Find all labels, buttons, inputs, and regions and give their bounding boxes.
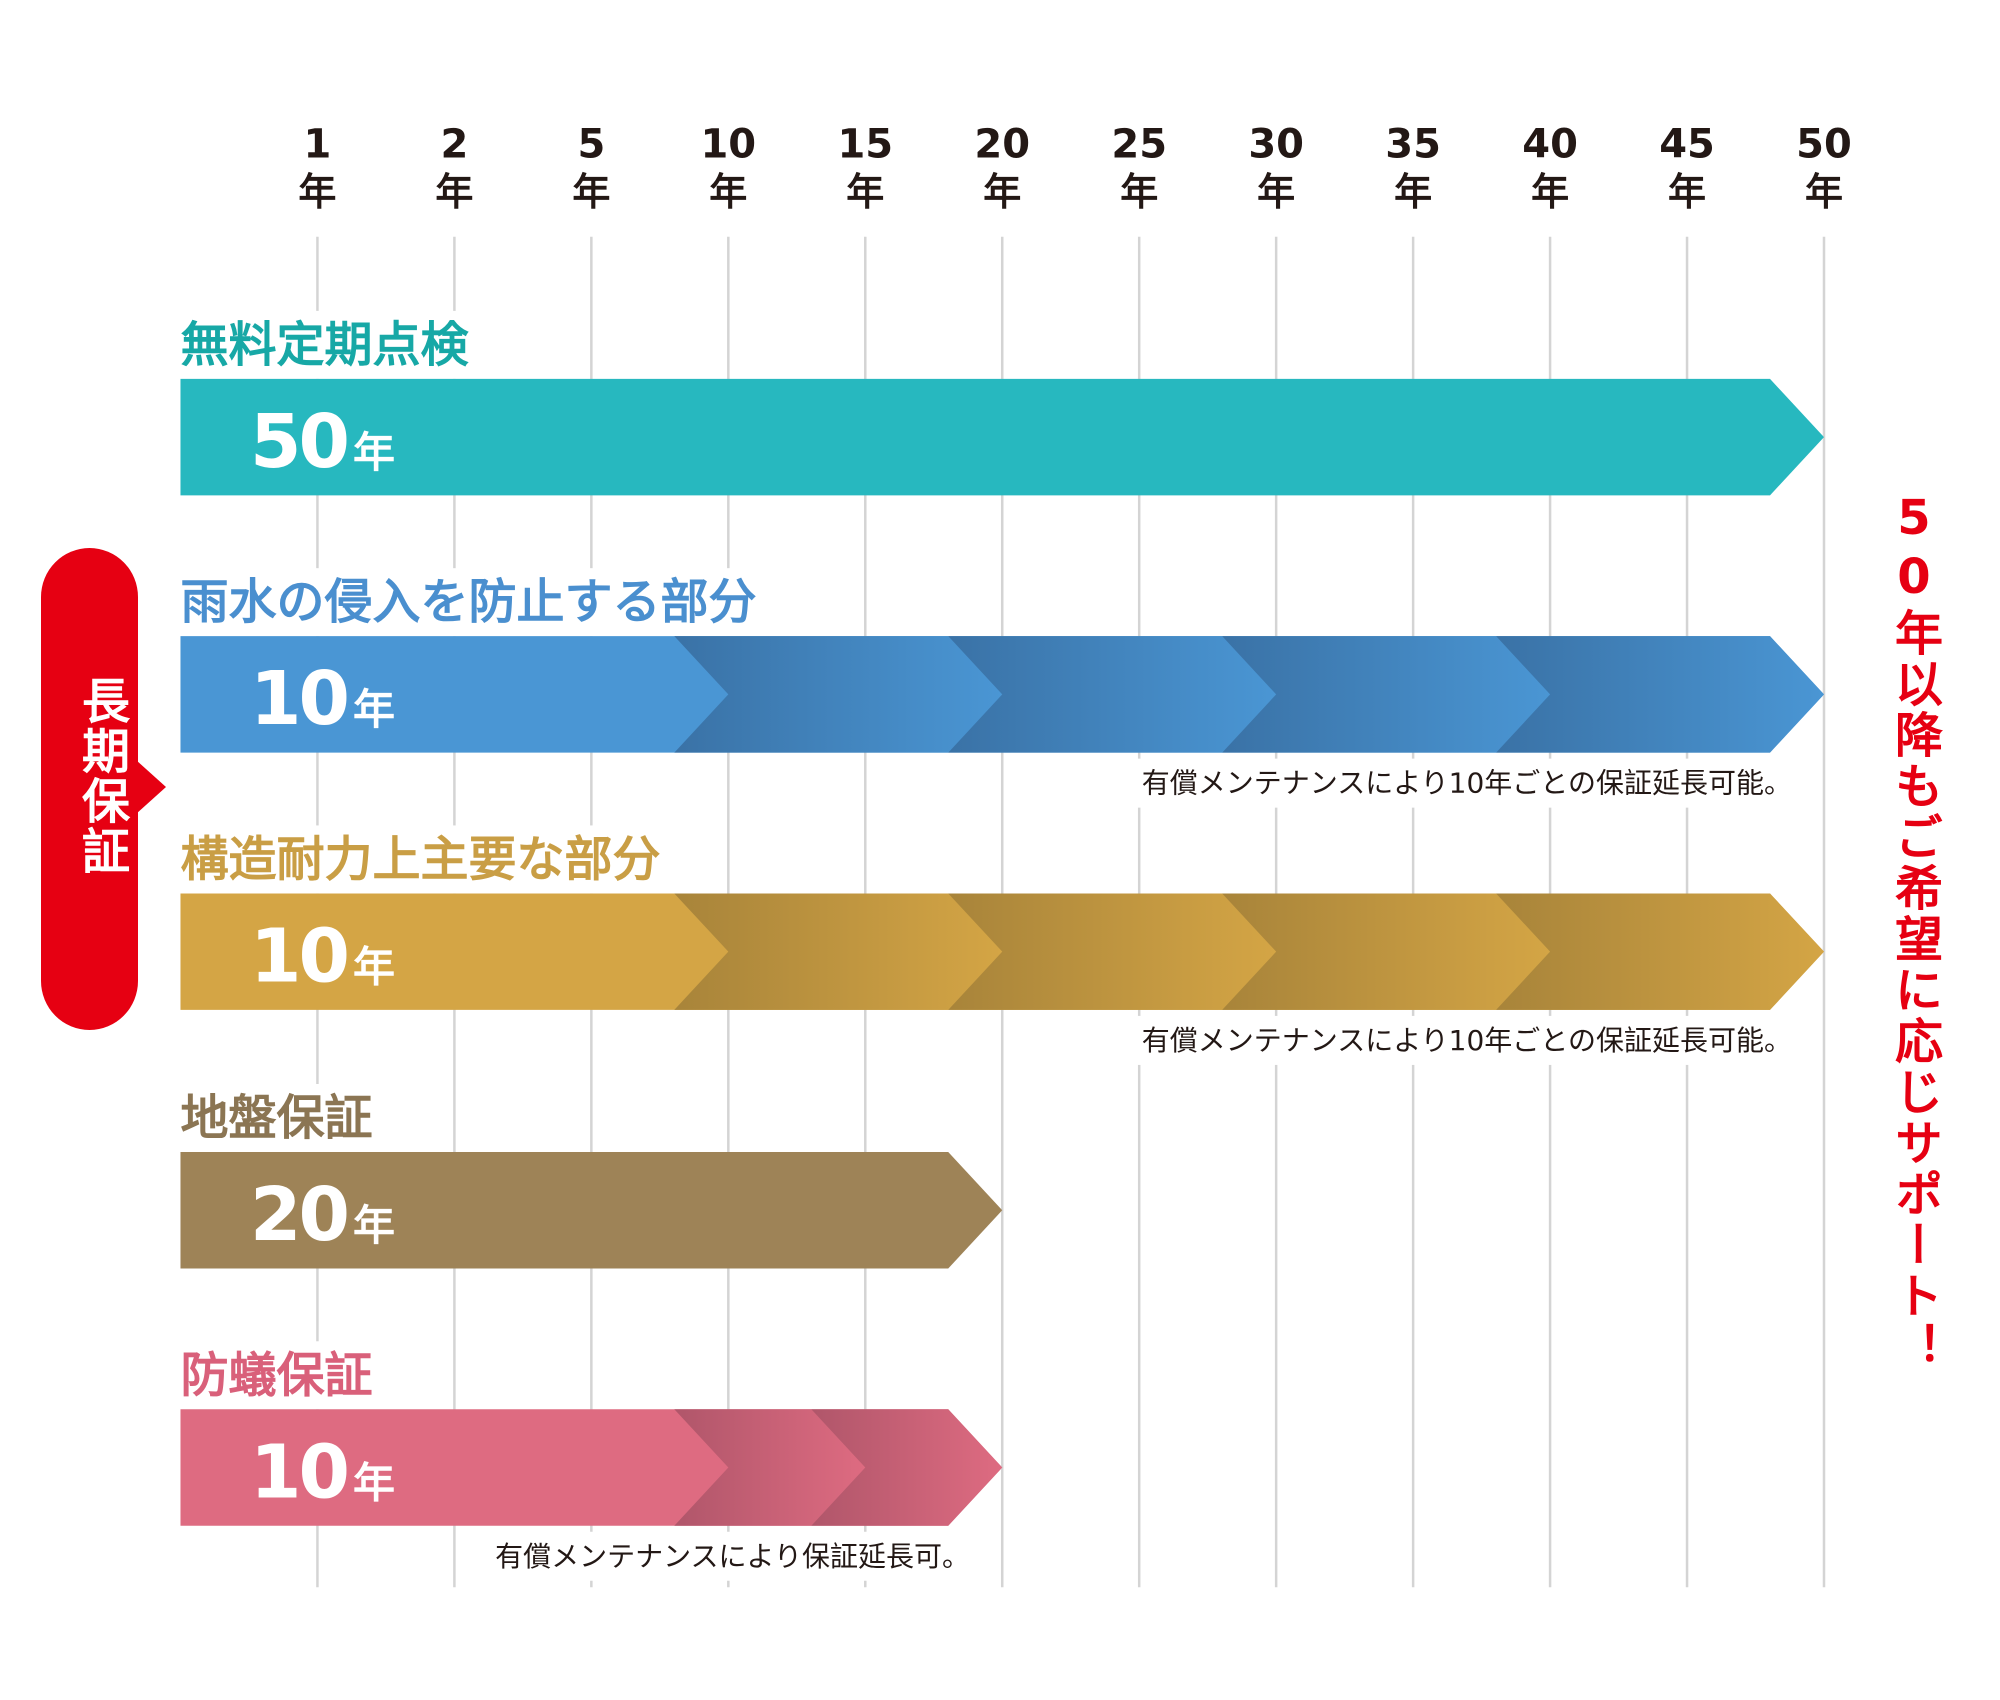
row-number: 10 (250, 656, 347, 742)
axis-number: 50 (1796, 121, 1852, 167)
row-bar (180, 378, 1825, 496)
row-segment (674, 636, 1003, 753)
row-number: 10 (250, 1429, 347, 1515)
axis-unit: 年 (1805, 170, 1843, 214)
row-note: 有償メンテナンスにより10年ごとの保証延長可能。 (1142, 767, 1792, 800)
row-segment (1496, 893, 1824, 1010)
row-unit: 年 (353, 942, 395, 991)
group-badge (41, 548, 138, 1030)
axis-number: 10 (700, 121, 756, 167)
row-unit: 年 (353, 428, 395, 477)
row-segment (1222, 636, 1551, 753)
row-unit: 年 (353, 1458, 395, 1507)
row-duration: 10 年 (250, 1429, 395, 1515)
axis-unit: 年 (1394, 170, 1432, 214)
row-segment (948, 636, 1277, 753)
axis-number: 1 (304, 121, 332, 167)
text-background (174, 1341, 379, 1410)
row-duration: 50 年 (250, 399, 395, 485)
side-note: 50年以降もご希望に応じサポート！ (1886, 490, 1942, 1373)
axis-number: 5 (577, 121, 605, 167)
text-background (174, 825, 667, 894)
row-number: 20 (250, 1172, 347, 1258)
axis-unit: 年 (1257, 170, 1295, 214)
row-unit: 年 (353, 1201, 395, 1250)
text-background (487, 1531, 978, 1581)
row-number: 10 (250, 913, 347, 999)
row-segment (948, 893, 1277, 1010)
text-background (174, 310, 476, 379)
axis-unit: 年 (983, 170, 1021, 214)
axis-number: 2 (440, 121, 468, 167)
row-note: 有償メンテナンスにより10年ごとの保証延長可能。 (1142, 1024, 1792, 1057)
axis-unit: 年 (1531, 170, 1569, 214)
row-bar (180, 1152, 1003, 1269)
row-note: 有償メンテナンスにより保証延長可。 (495, 1540, 970, 1573)
row-title: 地盤保証 (180, 1090, 372, 1146)
row-title: 無料定期点検 (180, 317, 469, 373)
row-duration: 20 年 (250, 1172, 395, 1258)
row-segment (674, 1409, 866, 1526)
row-title: 防蟻保証 (180, 1347, 372, 1403)
axis-number: 30 (1248, 121, 1304, 167)
axis-unit: 年 (1120, 170, 1158, 214)
row-duration: 10 年 (250, 913, 395, 999)
row-segment (674, 893, 1003, 1010)
group-label: 長期保証 (73, 676, 129, 876)
axis-number: 15 (837, 121, 893, 167)
text-background (174, 568, 763, 637)
row-unit: 年 (353, 685, 395, 734)
axis-number: 35 (1385, 121, 1441, 167)
text-background (1133, 758, 1800, 808)
row-segment (1496, 636, 1824, 753)
axis-unit: 年 (846, 170, 884, 214)
row-duration: 10 年 (250, 656, 395, 742)
text-background (174, 1084, 379, 1152)
row-number: 50 (250, 399, 347, 485)
axis-number: 40 (1522, 121, 1578, 167)
axis-unit: 年 (298, 170, 336, 214)
row-segment (811, 1409, 1003, 1526)
axis-number: 20 (974, 121, 1030, 167)
axis-unit: 年 (435, 170, 473, 214)
axis-number: 25 (1111, 121, 1167, 167)
axis-unit: 年 (709, 170, 747, 214)
axis-number: 45 (1659, 121, 1715, 167)
axis-unit: 年 (1668, 170, 1706, 214)
row-segment (1222, 893, 1551, 1010)
row-title: 構造耐力上主要な部分 (180, 831, 660, 887)
group-pointer (136, 760, 166, 814)
axis-unit: 年 (572, 170, 610, 214)
row-title: 雨水の侵入を防止する部分 (180, 574, 756, 630)
text-background (1133, 1015, 1800, 1065)
